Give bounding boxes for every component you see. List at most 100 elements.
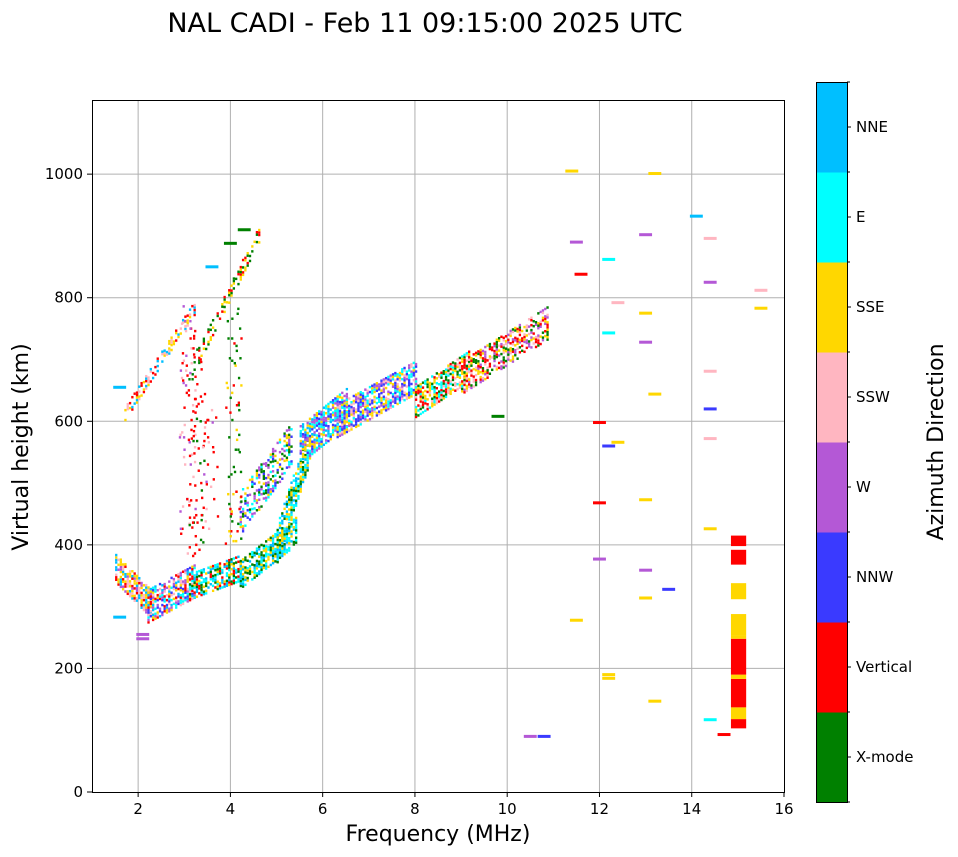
trace-cell bbox=[398, 386, 402, 390]
trace-cell bbox=[239, 268, 242, 271]
trace-cell bbox=[435, 401, 438, 405]
trace-cell bbox=[248, 570, 252, 573]
trace-cell bbox=[534, 340, 538, 344]
trace-cell bbox=[521, 349, 524, 353]
trace-cell bbox=[523, 350, 526, 354]
trace-cell bbox=[260, 558, 263, 562]
scatter-point bbox=[565, 169, 579, 173]
colorbar-segment bbox=[816, 442, 847, 533]
trace-cell bbox=[288, 453, 291, 456]
trace-cell bbox=[331, 399, 335, 402]
spread-cell bbox=[194, 507, 197, 511]
trace-cell bbox=[394, 394, 397, 397]
trace-cell bbox=[396, 387, 399, 391]
spread-cell bbox=[180, 376, 184, 380]
trace-cell bbox=[235, 277, 238, 281]
spread-cell bbox=[188, 516, 192, 519]
trace-cell bbox=[191, 587, 194, 590]
trace-cell bbox=[283, 515, 286, 518]
scatter-point bbox=[602, 676, 616, 680]
trace-cell bbox=[477, 367, 480, 370]
trace-cell bbox=[283, 439, 286, 443]
trace-cell bbox=[470, 361, 473, 365]
trace-cell bbox=[278, 438, 282, 442]
trace-cell bbox=[491, 346, 494, 349]
trace-cell bbox=[214, 581, 217, 584]
trace-cell bbox=[474, 359, 478, 362]
trace-cell bbox=[320, 413, 323, 416]
trace-cell bbox=[131, 589, 134, 593]
spread-cell bbox=[199, 420, 202, 423]
trace-cell bbox=[181, 602, 185, 606]
trace-cell bbox=[523, 340, 526, 344]
trace-cell bbox=[281, 549, 284, 553]
trace-cell bbox=[403, 374, 406, 377]
trace-cell bbox=[288, 436, 291, 439]
trace-cell bbox=[433, 403, 436, 406]
scatter-point bbox=[648, 392, 662, 396]
trace-cell bbox=[267, 463, 270, 467]
trace-cell bbox=[398, 379, 402, 382]
spread-cell bbox=[185, 354, 188, 358]
trace-cell bbox=[477, 362, 480, 366]
trace-cell bbox=[244, 556, 247, 559]
trace-cell bbox=[290, 435, 293, 438]
trace-cell bbox=[232, 579, 236, 582]
spread-cell bbox=[215, 416, 218, 419]
trace-cell bbox=[172, 597, 176, 601]
trace-cell bbox=[352, 394, 355, 398]
trace-cell bbox=[350, 400, 353, 404]
trace-cell bbox=[158, 607, 162, 611]
trace-cell bbox=[265, 545, 268, 548]
trace-cell bbox=[389, 379, 392, 382]
trace-cell bbox=[493, 359, 496, 363]
spread-cell bbox=[235, 349, 239, 353]
trace-cell bbox=[447, 371, 450, 375]
spread-cell bbox=[227, 337, 230, 340]
trace-cell bbox=[175, 574, 178, 577]
trace-cell bbox=[313, 423, 316, 427]
trace-cell bbox=[343, 407, 346, 410]
trace-cell bbox=[131, 574, 134, 578]
trace-cell bbox=[145, 374, 148, 378]
trace-cell bbox=[135, 589, 139, 592]
trace-cell bbox=[509, 342, 512, 345]
trace-cell bbox=[221, 302, 224, 306]
y-tick-label: 200 bbox=[54, 659, 83, 677]
trace-cell bbox=[251, 570, 254, 574]
trace-cell bbox=[428, 386, 432, 390]
trace-cell bbox=[211, 579, 215, 583]
trace-cell bbox=[121, 563, 125, 566]
trace-cell bbox=[128, 572, 132, 576]
trace-cell bbox=[211, 584, 215, 588]
trace-cell bbox=[359, 418, 362, 421]
scatter-point bbox=[648, 172, 662, 176]
trace-cell bbox=[244, 502, 247, 505]
interference-segment bbox=[730, 678, 747, 708]
x-tick-label: 6 bbox=[318, 800, 328, 818]
trace-cell bbox=[479, 351, 482, 354]
spread-cell bbox=[237, 307, 240, 311]
trace-cell bbox=[278, 458, 282, 461]
trace-cell bbox=[276, 541, 279, 544]
trace-cell bbox=[299, 482, 302, 486]
spread-cell bbox=[195, 513, 198, 517]
trace-cell bbox=[168, 590, 171, 593]
trace-cell bbox=[288, 495, 291, 499]
trace-cell bbox=[168, 349, 171, 353]
trace-cell bbox=[479, 353, 482, 357]
trace-cell bbox=[442, 384, 445, 388]
trace-cell bbox=[163, 582, 166, 586]
trace-cell bbox=[255, 240, 259, 244]
spread-cell bbox=[235, 344, 238, 348]
spread-cell bbox=[201, 400, 204, 403]
trace-cell bbox=[394, 384, 397, 387]
trace-cell bbox=[322, 431, 325, 434]
trace-cell bbox=[138, 390, 141, 393]
trace-cell bbox=[401, 392, 404, 396]
trace-cell bbox=[299, 490, 302, 493]
trace-cell bbox=[283, 548, 286, 551]
trace-cell bbox=[329, 420, 332, 424]
trace-cell bbox=[161, 613, 164, 617]
trace-cell bbox=[269, 490, 272, 493]
